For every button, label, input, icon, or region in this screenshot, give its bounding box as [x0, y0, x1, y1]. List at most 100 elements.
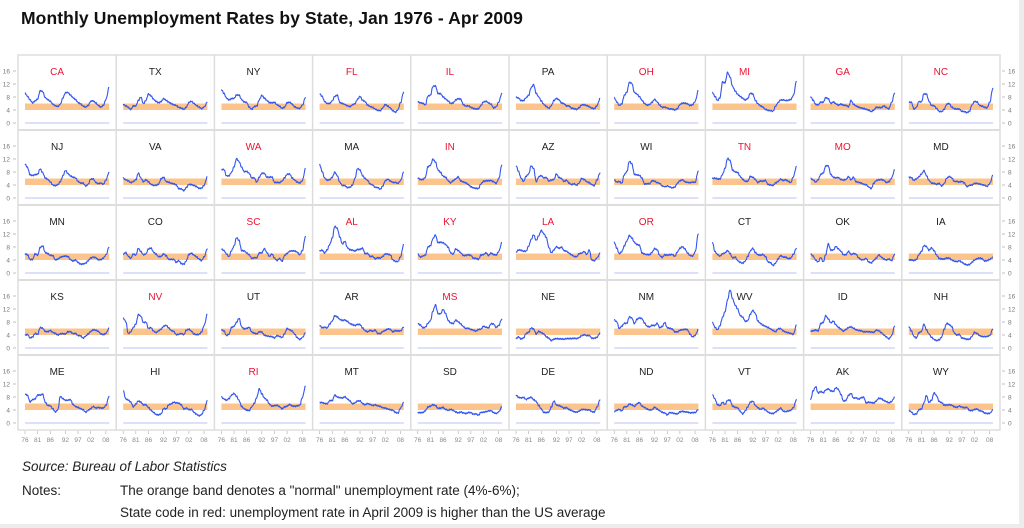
normal-band-il — [417, 103, 502, 110]
source-note: Source: Bureau of Labor Statistics — [22, 459, 227, 474]
y-tick-label-right: 16 — [1008, 144, 1016, 151]
normal-band-ne — [516, 328, 601, 335]
normal-band-de — [516, 403, 601, 410]
normal-band-or — [614, 253, 699, 260]
y-tick-label-left: 8 — [6, 320, 10, 327]
y-tick-label-right: 4 — [1008, 408, 1012, 415]
normal-band-nv — [123, 328, 208, 335]
y-tick-label-right: 8 — [1008, 95, 1012, 102]
y-tick-label-right: 0 — [1008, 421, 1012, 428]
series-line-wv — [711, 289, 797, 336]
normal-band-wv — [712, 328, 797, 335]
y-tick-label-right: 4 — [1008, 258, 1012, 265]
series-line-ga — [810, 92, 896, 113]
state-label-ok: OK — [835, 217, 850, 228]
x-tick-label: 97 — [762, 437, 770, 444]
series-line-ok — [810, 242, 896, 264]
y-tick-label-right: 12 — [1008, 382, 1016, 389]
state-label-md: MD — [933, 142, 949, 153]
x-tick-label: 08 — [593, 437, 601, 444]
y-tick-label-right: 4 — [1008, 183, 1012, 190]
y-tick-label-left: 8 — [6, 245, 10, 252]
y-tick-label-right: 4 — [1008, 108, 1012, 115]
x-tick-label: 92 — [455, 437, 463, 444]
x-tick-label: 76 — [21, 437, 29, 444]
normal-band-co — [123, 253, 208, 260]
y-tick-label-left: 4 — [6, 258, 10, 265]
state-label-fl: FL — [346, 67, 358, 78]
normal-band-wy — [908, 403, 993, 410]
normal-band-md — [908, 178, 993, 185]
series-line-ca — [24, 86, 110, 109]
x-tick-label: 81 — [34, 437, 42, 444]
series-line-ms — [417, 303, 503, 333]
state-label-nj: NJ — [51, 142, 63, 153]
y-tick-label-right: 12 — [1008, 232, 1016, 239]
normal-band-ok — [810, 253, 895, 260]
normal-band-ak — [810, 403, 895, 410]
y-tick-label-right: 0 — [1008, 271, 1012, 278]
state-label-mn: MN — [49, 217, 65, 228]
x-tick-label: 97 — [173, 437, 181, 444]
normal-band-oh — [614, 103, 699, 110]
x-tick-label: 81 — [427, 437, 435, 444]
x-tick-label: 92 — [160, 437, 168, 444]
normal-band-hi — [123, 403, 208, 410]
x-tick-label: 97 — [958, 437, 966, 444]
y-tick-label-left: 0 — [6, 271, 10, 278]
normal-band-nj — [25, 178, 110, 185]
series-line-ma — [319, 163, 405, 190]
x-tick-label: 97 — [369, 437, 377, 444]
x-tick-label: 08 — [986, 437, 994, 444]
x-tick-label: 97 — [664, 437, 672, 444]
x-tick-label: 92 — [847, 437, 855, 444]
y-tick-label-right: 16 — [1008, 294, 1016, 301]
series-line-mo — [810, 164, 895, 190]
y-tick-label-left: 4 — [6, 183, 10, 190]
normal-band-nd — [614, 403, 699, 410]
x-tick-label: 92 — [553, 437, 561, 444]
normal-band-in — [417, 178, 502, 185]
x-tick-label: 81 — [525, 437, 533, 444]
small-multiples-chart: 0 0 4 4 8 8 12 12 16 16 0 0 4 4 8 8 12 12 16 16 0 0 4 4 8 8 12 12 16… — [3, 54, 1016, 444]
series-line-ct — [711, 242, 798, 267]
state-label-mo: MO — [835, 142, 851, 153]
y-tick-label-left: 0 — [6, 421, 10, 428]
y-tick-label-right: 16 — [1008, 219, 1016, 226]
state-label-oh: OH — [639, 67, 654, 78]
state-label-ny: NY — [247, 67, 261, 78]
x-tick-label: 02 — [578, 437, 586, 444]
normal-band-tn — [712, 178, 797, 185]
state-label-wv: WV — [736, 292, 752, 303]
normal-band-ia — [908, 253, 993, 260]
state-label-nm: NM — [639, 292, 655, 303]
series-line-pa — [515, 83, 601, 111]
x-tick-label: 86 — [439, 437, 447, 444]
x-tick-label: 08 — [790, 437, 798, 444]
normal-band-pa — [516, 103, 601, 110]
x-tick-label: 86 — [145, 437, 153, 444]
notes-label: Notes: — [22, 483, 62, 498]
normal-band-ny — [221, 103, 306, 110]
state-label-de: DE — [541, 367, 555, 378]
x-tick-label: 08 — [299, 437, 307, 444]
x-tick-label: 08 — [888, 437, 896, 444]
state-label-ut: UT — [247, 292, 260, 303]
y-tick-label-left: 4 — [6, 108, 10, 115]
series-line-ne — [515, 327, 601, 342]
x-tick-label: 02 — [676, 437, 684, 444]
x-tick-label: 81 — [230, 437, 238, 444]
series-line-al — [319, 225, 405, 263]
normal-band-ca — [25, 103, 110, 110]
state-label-ks: KS — [50, 292, 64, 303]
normal-band-mt — [319, 403, 404, 410]
series-line-me — [24, 393, 110, 414]
y-tick-label-right: 4 — [1008, 333, 1012, 340]
x-tick-label: 97 — [271, 437, 279, 444]
y-tick-label-left: 16 — [3, 144, 11, 151]
note-red-state-code: State code in red: unemployment rate in … — [120, 505, 606, 520]
page-scrollbar[interactable] — [1019, 0, 1024, 528]
x-tick-label: 92 — [651, 437, 659, 444]
note-orange-band: The orange band denotes a "normal" unemp… — [120, 483, 520, 498]
state-label-sd: SD — [443, 367, 457, 378]
